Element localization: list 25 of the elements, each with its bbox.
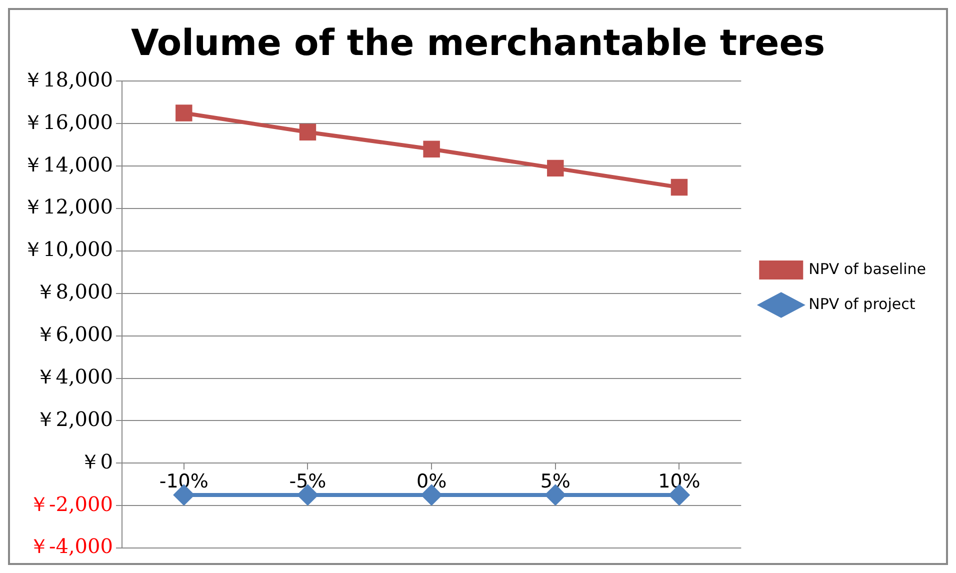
x-tick-label: 10% (658, 470, 700, 492)
y-tick-label: ￥16,000 (22, 110, 113, 134)
point (423, 140, 440, 158)
point (670, 178, 688, 196)
chart-title: Volume of the merchantable trees (130, 22, 826, 64)
y-tick-label: ￥-4,000 (28, 534, 113, 558)
x-tick-label: 5% (540, 470, 570, 492)
legend-label: NPV of baseline (808, 260, 926, 278)
y-tick-label: ￥8,000 (36, 280, 113, 304)
y-tick-label: ￥0 (80, 449, 113, 474)
y-tick-label: ￥12,000 (22, 194, 113, 219)
y-tick-label: ￥2,000 (36, 406, 113, 431)
point (299, 124, 316, 140)
y-tick-label: ￥10,000 (22, 237, 113, 262)
y-tick-label: ￥-2,000 (28, 492, 113, 516)
y-tick-label: ￥18,000 (22, 67, 113, 92)
y-tick-label: ￥4,000 (36, 364, 113, 388)
x-tick-label: -10% (159, 470, 208, 492)
legend-label: NPV of project (808, 294, 916, 313)
y-tick-label: ￥14,000 (22, 152, 113, 176)
point (547, 160, 564, 177)
x-tick-label: 0% (416, 470, 447, 492)
x-tick-label: -5% (289, 470, 326, 492)
y-tick-label: ￥6,000 (36, 322, 113, 346)
point (176, 104, 192, 122)
